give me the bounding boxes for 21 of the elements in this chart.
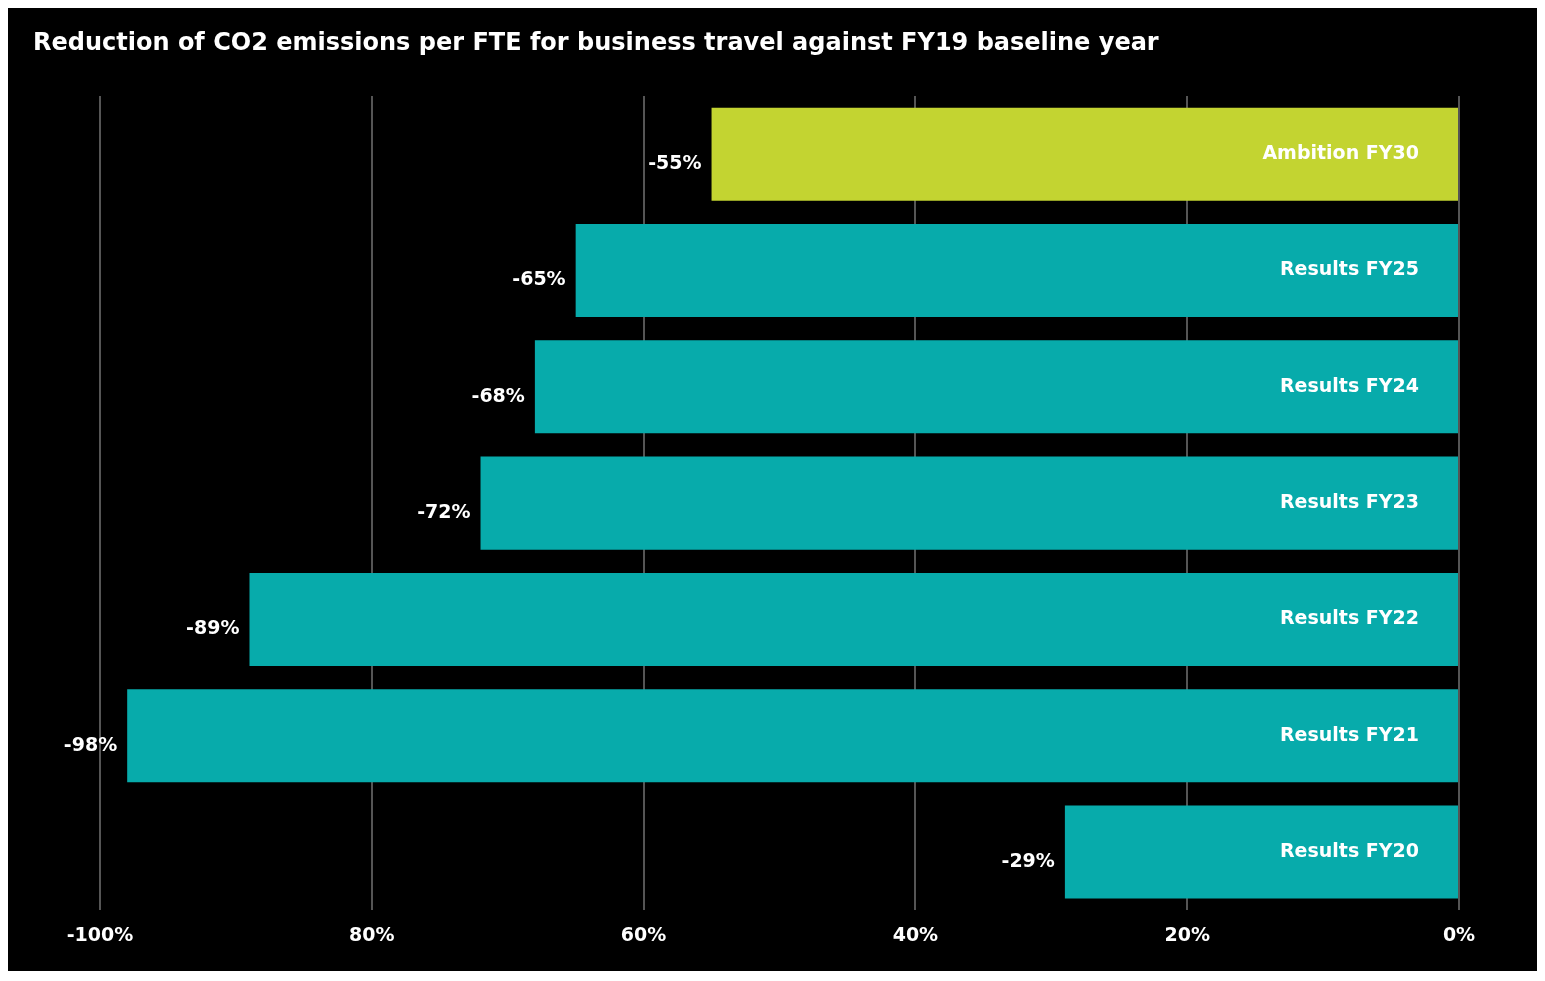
x-tick-label: 40% [892,922,939,945]
data-label: -65% [512,267,566,290]
data-label: -55% [648,151,702,174]
x-tick-label: 60% [620,922,667,945]
y-tick-label: Results FY24 [1279,373,1419,396]
y-tick-label: Results FY20 [1279,838,1419,861]
y-tick-label: Results FY23 [1279,490,1419,513]
y-tick-label: Results FY21 [1279,722,1419,745]
data-label: -89% [186,616,240,639]
data-label: -98% [63,732,118,755]
x-tick-label: 20% [1164,922,1210,945]
y-tick-label: Results FY25 [1279,257,1419,280]
chart-title: Reduction of CO2 emissions per FTE for business travel against FY19 baseline year [32,27,1160,58]
data-label: -68% [471,383,525,406]
x-tick-label: 80% [349,922,395,945]
x-tick-label: -100% [66,922,134,945]
data-label: -29% [1001,848,1055,871]
data-label: -72% [417,500,471,523]
y-tick-label: Results FY22 [1279,606,1419,629]
y-tick-label: Ambition FY30 [1262,141,1419,164]
x-tick-label: 0% [1442,922,1476,945]
